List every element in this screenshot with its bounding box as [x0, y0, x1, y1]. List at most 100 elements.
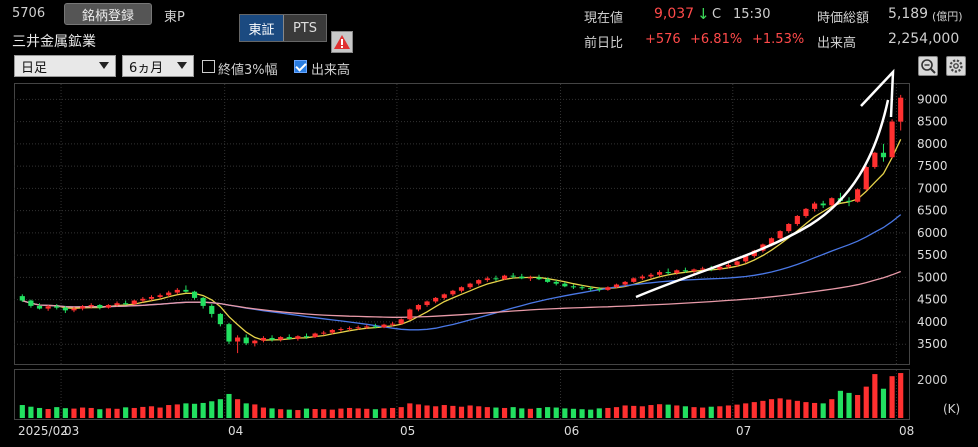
candle-body [390, 323, 396, 325]
volume-bar [157, 407, 163, 418]
volume-bar [200, 402, 206, 418]
volume-bar [131, 407, 137, 418]
register-button[interactable]: 銘柄登録 [64, 3, 152, 25]
volume-bar [252, 404, 258, 418]
candle-body [880, 152, 887, 158]
candle-body [484, 278, 490, 281]
extra-change-pct: +1.53% [752, 32, 805, 47]
candle-body [476, 280, 482, 284]
x-axis-tick: 07 [736, 424, 752, 438]
volume-bar [191, 403, 198, 418]
volume-bar [751, 402, 757, 418]
chevron-down-icon [177, 62, 187, 69]
volume-bar [501, 407, 508, 418]
price-chart-panel[interactable] [14, 83, 910, 365]
volume-bar [329, 409, 335, 418]
price-axis-tick: 4500 [917, 293, 948, 307]
volume-bar [312, 409, 318, 418]
current-price: 9,037 [654, 6, 695, 22]
volume-bar [734, 404, 740, 418]
x-axis-tick: 06 [564, 424, 580, 438]
candle-body [536, 277, 542, 280]
candle-body [743, 256, 749, 262]
candle-body [123, 303, 129, 305]
volume-bar [579, 409, 585, 418]
zoom-button[interactable] [918, 56, 938, 76]
stock-code: 5706 [12, 6, 46, 21]
candle-body [191, 291, 198, 298]
candle-body [346, 328, 353, 330]
candle-body [829, 198, 835, 206]
volume-bar [28, 406, 34, 418]
candle-body [639, 276, 645, 279]
candle-body [579, 287, 585, 289]
candle-body [717, 266, 723, 270]
volume-bar [97, 409, 103, 418]
candle-body [140, 298, 146, 301]
candle-body [794, 215, 800, 224]
volume-bar [837, 390, 843, 418]
zoom-icon [921, 59, 936, 74]
price-axis-tick: 8000 [917, 137, 948, 151]
volume-bar [260, 407, 267, 418]
volume-bar [519, 408, 525, 418]
candle-body [28, 300, 34, 306]
volume-bar [209, 401, 215, 418]
volume-bar [700, 407, 706, 418]
candle-body [148, 297, 155, 299]
volume-bar [631, 405, 637, 418]
trend-annotation-arrowhead [860, 68, 895, 118]
candle-body [674, 270, 680, 273]
volume-bar [390, 407, 396, 418]
candle-body [467, 283, 473, 288]
volume-bar [114, 408, 120, 418]
price-axis-tick: 5500 [917, 248, 948, 262]
volume-bar [536, 407, 542, 418]
candle-body [682, 270, 688, 272]
volume-bar [493, 407, 499, 418]
volume-bar [458, 406, 465, 418]
price-axis-tick: 9000 [917, 92, 948, 106]
volume-bar [863, 386, 869, 418]
candle-body [372, 326, 378, 328]
volume-bar [321, 409, 327, 418]
trend-annotation-arrow [635, 99, 890, 299]
candle-body [286, 337, 292, 339]
candle-body [725, 264, 732, 267]
period-select[interactable]: 日足 [14, 55, 116, 77]
candle-body [622, 281, 628, 285]
ma-long-line [22, 270, 901, 318]
candle-body [596, 288, 602, 290]
candle-body [338, 329, 344, 331]
volume-bar [768, 399, 775, 418]
candle-body [80, 306, 86, 309]
volume-bar [140, 406, 146, 418]
volume-bar [19, 405, 25, 418]
volume-checkbox[interactable] [294, 60, 307, 73]
candle-body [278, 337, 284, 340]
settings-button[interactable] [946, 56, 966, 76]
prev-label: 前日比 [584, 36, 624, 51]
tab-pts[interactable]: PTS [284, 15, 326, 41]
candle-body [381, 324, 387, 328]
volume-bar [372, 409, 378, 418]
candle-body [458, 287, 465, 291]
range-select[interactable]: 6ヵ月 [122, 55, 194, 77]
candle-body [54, 306, 60, 308]
volume-bar [355, 408, 361, 418]
price-axis-tick: 6000 [917, 226, 948, 240]
candle-body [700, 268, 706, 270]
warning-button[interactable] [331, 31, 353, 53]
volume-chart-panel [14, 369, 910, 420]
close-3pct-checkbox[interactable] [202, 60, 215, 73]
volume-bar [424, 405, 430, 418]
volume-bar [777, 398, 783, 418]
volume-bar [166, 405, 172, 418]
volume-bar [105, 408, 112, 418]
chevron-down-icon [99, 62, 109, 69]
candle-body [527, 277, 533, 279]
volume-bar [613, 407, 620, 418]
volume-bar [243, 403, 249, 418]
tab-tosho[interactable]: 東証 [240, 15, 284, 41]
volume-label: 出来高 [817, 36, 857, 51]
